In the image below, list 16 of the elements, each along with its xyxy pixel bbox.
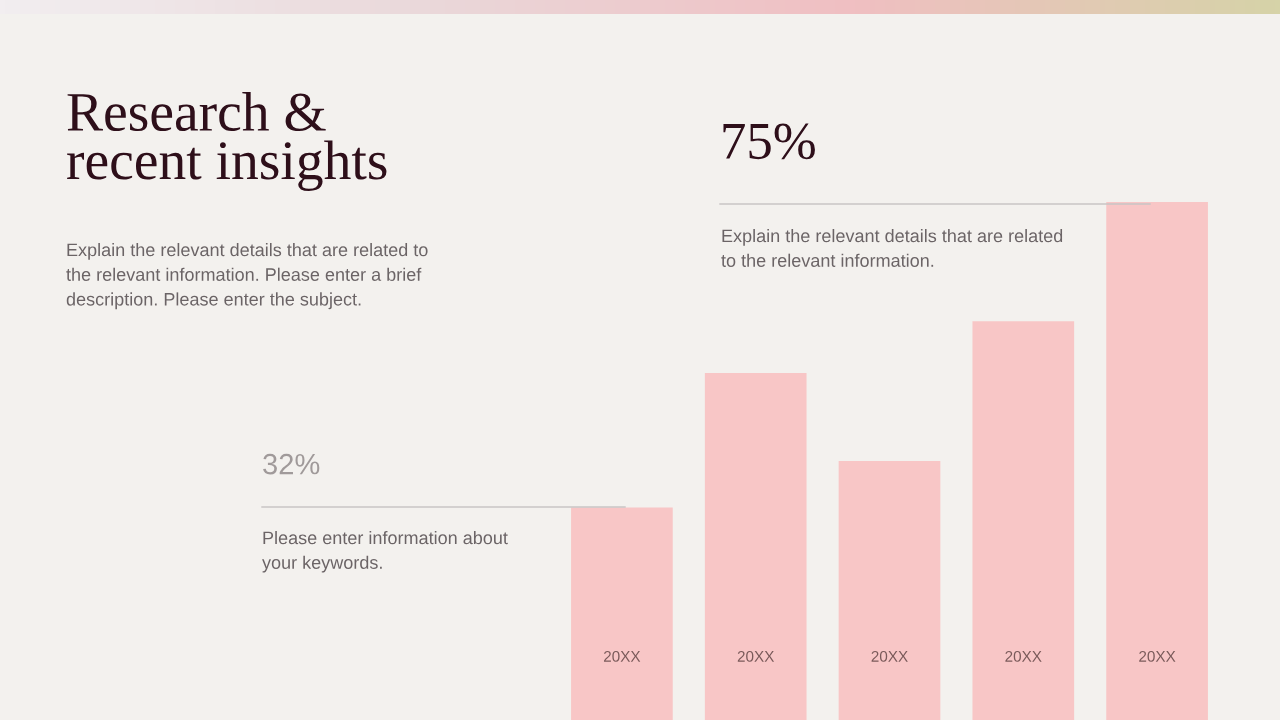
text: 75% xyxy=(723,123,815,160)
bar xyxy=(838,461,941,720)
x-tick-label: 20XX xyxy=(871,650,908,662)
x-tick-label: 20XX xyxy=(603,650,641,662)
annotation: Explain the relevant details that are related to the relevant information. xyxy=(721,229,1063,267)
bar xyxy=(972,321,1075,720)
x-tick-label: 20XX xyxy=(1139,650,1176,662)
text: Explain the relevant details that are related to the relevant information. Please enter a brief description. Please enter the subject. xyxy=(66,243,428,310)
x-tick-label: 20XX xyxy=(737,650,775,662)
bar xyxy=(704,372,807,720)
text: Please enter information about your keywords. xyxy=(262,531,508,573)
text: 32% xyxy=(263,453,320,475)
x-tick-label: 20XX xyxy=(1005,650,1042,662)
bar xyxy=(571,507,673,720)
chart-title: Research & recent insights xyxy=(67,92,387,191)
bar xyxy=(1106,202,1208,720)
